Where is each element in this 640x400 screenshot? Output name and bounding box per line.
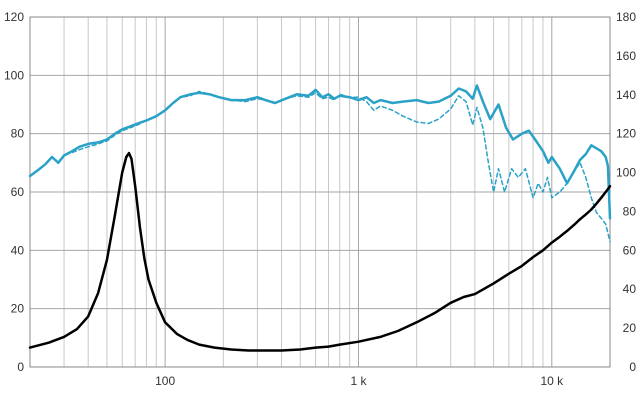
y-right-tick-label: 140 [616,88,636,102]
y-left-tick-label: 0 [17,360,24,374]
grid [30,17,610,367]
y-right-tick-label: 60 [623,243,637,257]
left-axis-ticks: 0 20 40 60 80 100 120 [4,10,24,374]
y-left-tick-label: 120 [4,10,24,24]
y-right-tick-label: 100 [616,166,636,180]
y-right-tick-label: 120 [616,127,636,141]
x-axis-ticks: 100 1 k 10 k [155,374,564,388]
y-right-tick-label: 80 [623,204,637,218]
y-left-tick-label: 20 [11,302,25,316]
y-right-tick-label: 40 [623,282,637,296]
series-line-1 [28,84,612,220]
x-tick-label: 10 k [540,374,564,388]
y-left-tick-label: 40 [11,243,25,257]
y-left-tick-label: 80 [11,127,25,141]
series-line-3 [28,151,612,352]
x-tick-label: 100 [155,374,175,388]
series-line-2 [29,90,611,243]
y-left-tick-label: 100 [4,68,24,82]
y-right-tick-label: 160 [616,49,636,63]
y-right-tick-label: 20 [623,321,637,335]
y-right-tick-label: 0 [629,360,636,374]
series-layer [28,84,612,352]
right-axis-ticks: 0 20 40 60 80 100 120 140 160 180 [616,10,636,374]
y-left-tick-label: 60 [11,185,25,199]
x-tick-label: 1 k [350,374,367,388]
y-right-tick-label: 180 [616,10,636,24]
